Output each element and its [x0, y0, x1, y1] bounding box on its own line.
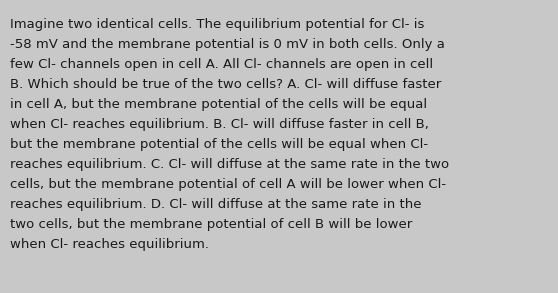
Text: few Cl- channels open in cell A. All Cl- channels are open in cell: few Cl- channels open in cell A. All Cl-…	[10, 58, 433, 71]
Text: but the membrane potential of the cells will be equal when Cl-: but the membrane potential of the cells …	[10, 138, 428, 151]
Text: Imagine two identical cells. The equilibrium potential for Cl- is: Imagine two identical cells. The equilib…	[10, 18, 425, 31]
Text: when Cl- reaches equilibrium. B. Cl- will diffuse faster in cell B,: when Cl- reaches equilibrium. B. Cl- wil…	[10, 118, 429, 131]
Text: reaches equilibrium. C. Cl- will diffuse at the same rate in the two: reaches equilibrium. C. Cl- will diffuse…	[10, 158, 449, 171]
Text: reaches equilibrium. D. Cl- will diffuse at the same rate in the: reaches equilibrium. D. Cl- will diffuse…	[10, 198, 421, 211]
Text: -58 mV and the membrane potential is 0 mV in both cells. Only a: -58 mV and the membrane potential is 0 m…	[10, 38, 445, 51]
Text: B. Which should be true of the two cells? A. Cl- will diffuse faster: B. Which should be true of the two cells…	[10, 78, 441, 91]
Text: when Cl- reaches equilibrium.: when Cl- reaches equilibrium.	[10, 238, 209, 251]
Text: in cell A, but the membrane potential of the cells will be equal: in cell A, but the membrane potential of…	[10, 98, 427, 111]
Text: cells, but the membrane potential of cell A will be lower when Cl-: cells, but the membrane potential of cel…	[10, 178, 446, 191]
Text: two cells, but the membrane potential of cell B will be lower: two cells, but the membrane potential of…	[10, 218, 412, 231]
